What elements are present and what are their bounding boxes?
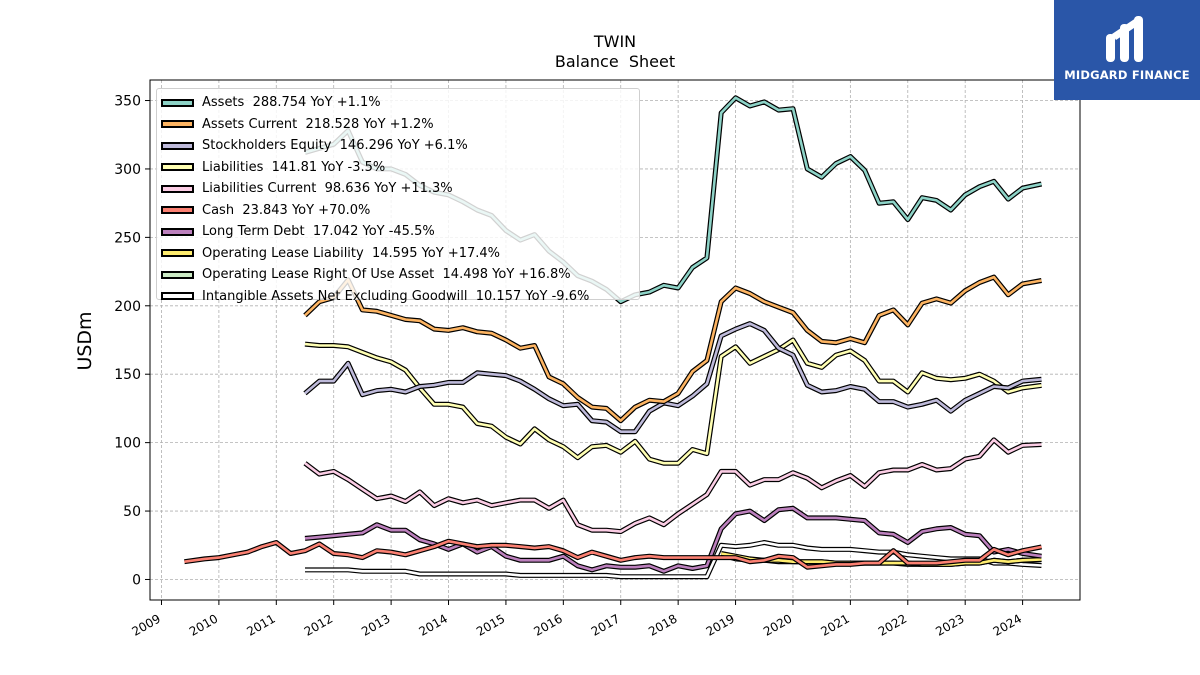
chart-title: TWIN bbox=[593, 32, 636, 51]
y-axis: 0 50 100 150 200 250 300 350 bbox=[114, 94, 150, 588]
x-tick-label: 2021 bbox=[818, 611, 851, 638]
legend-swatch bbox=[161, 98, 194, 107]
legend-label: Liabilities 141.81 YoY -3.5% bbox=[202, 159, 386, 175]
midgard-logo-icon bbox=[1106, 16, 1143, 62]
legend-item: Liabilities Current 98.636 YoY +11.3% bbox=[161, 178, 639, 200]
x-tick-label: 2019 bbox=[704, 611, 737, 638]
y-axis-label: USDm bbox=[74, 311, 96, 370]
legend-swatch bbox=[161, 249, 194, 258]
legend-label: Assets 288.754 YoY +1.1% bbox=[202, 95, 381, 111]
x-axis: 2009 2010 2011 2012 2013 2014 2015 2016 2017 2018… bbox=[130, 600, 1024, 639]
x-tick-label: 2014 bbox=[417, 611, 450, 638]
logo: MIDGARD FINANCE bbox=[1054, 0, 1200, 100]
x-tick-label: 2023 bbox=[933, 611, 966, 638]
legend-label: Operating Lease Right Of Use Asset 14.49… bbox=[202, 267, 571, 283]
x-tick-label: 2017 bbox=[589, 611, 622, 638]
legend-swatch bbox=[161, 184, 194, 193]
legend: Assets 288.754 YoY +1.1% Assets Current 2… bbox=[156, 88, 640, 304]
legend-item: Assets Current 218.528 YoY +1.2% bbox=[161, 114, 639, 136]
legend-swatch bbox=[161, 227, 194, 236]
legend-swatch bbox=[161, 270, 194, 279]
x-tick-label: 2015 bbox=[474, 611, 507, 638]
legend-swatch bbox=[161, 120, 194, 129]
logo-text: MIDGARD FINANCE bbox=[1064, 68, 1190, 82]
legend-label: Liabilities Current 98.636 YoY +11.3% bbox=[202, 181, 453, 197]
x-tick-label: 2020 bbox=[761, 611, 794, 638]
plot-frame bbox=[149, 79, 1081, 601]
legend-swatch bbox=[161, 141, 194, 150]
legend-item: Long Term Debt 17.042 YoY -45.5% bbox=[161, 221, 639, 243]
y-tick-label: 100 bbox=[114, 436, 141, 452]
legend-item: Intangible Assets Net Excluding Goodwill… bbox=[161, 286, 639, 308]
legend-item: Operating Lease Liability 14.595 YoY +17… bbox=[161, 243, 639, 265]
legend-label: Assets Current 218.528 YoY +1.2% bbox=[202, 116, 434, 132]
legend-swatch bbox=[161, 163, 194, 172]
series-line-stockholders-equity bbox=[304, 322, 1042, 433]
series-line-liabilities bbox=[304, 338, 1042, 465]
y-tick-label: 200 bbox=[114, 299, 141, 315]
y-tick-label: 350 bbox=[114, 94, 141, 110]
x-tick-label: 2012 bbox=[302, 611, 335, 638]
y-tick-label: 0 bbox=[132, 572, 141, 588]
legend-label: Cash 23.843 YoY +70.0% bbox=[202, 202, 371, 218]
y-tick-label: 300 bbox=[114, 162, 141, 178]
legend-item: Liabilities 141.81 YoY -3.5% bbox=[161, 157, 639, 179]
legend-swatch bbox=[161, 206, 194, 215]
series-line-assets-current bbox=[304, 275, 1042, 422]
legend-label: Long Term Debt 17.042 YoY -45.5% bbox=[202, 224, 435, 240]
series-line-long-term-debt bbox=[304, 507, 1042, 573]
y-tick-label: 50 bbox=[123, 504, 141, 520]
x-tick-label: 2011 bbox=[244, 611, 277, 638]
series-line-intangible-assets-net-excluding-goodwill bbox=[305, 541, 1042, 578]
x-tick-label: 2016 bbox=[531, 611, 564, 638]
legend-label: Operating Lease Liability 14.595 YoY +17… bbox=[202, 245, 501, 261]
x-tick-label: 2018 bbox=[646, 611, 679, 638]
legend-item: Cash 23.843 YoY +70.0% bbox=[161, 200, 639, 222]
x-tick-label: 2013 bbox=[359, 611, 392, 638]
y-tick-label: 150 bbox=[114, 367, 141, 383]
legend-item: Assets 288.754 YoY +1.1% bbox=[161, 92, 639, 114]
chart-subtitle: Balance Sheet bbox=[555, 52, 675, 71]
series-line-cash bbox=[184, 539, 1042, 569]
legend-label: Stockholders Equity 146.296 YoY +6.1% bbox=[202, 138, 468, 154]
x-tick-label: 2022 bbox=[876, 611, 909, 638]
legend-item: Stockholders Equity 146.296 YoY +6.1% bbox=[161, 135, 639, 157]
legend-label: Intangible Assets Net Excluding Goodwill… bbox=[202, 288, 590, 304]
series-layer bbox=[184, 95, 1043, 580]
x-tick-label: 2024 bbox=[991, 611, 1024, 638]
series-line-liabilities-current bbox=[304, 438, 1042, 533]
y-tick-label: 250 bbox=[114, 230, 141, 246]
x-tick-label: 2009 bbox=[130, 611, 163, 638]
legend-item: Operating Lease Right Of Use Asset 14.49… bbox=[161, 264, 639, 286]
x-tick-label: 2010 bbox=[187, 611, 220, 638]
legend-swatch bbox=[161, 292, 194, 301]
